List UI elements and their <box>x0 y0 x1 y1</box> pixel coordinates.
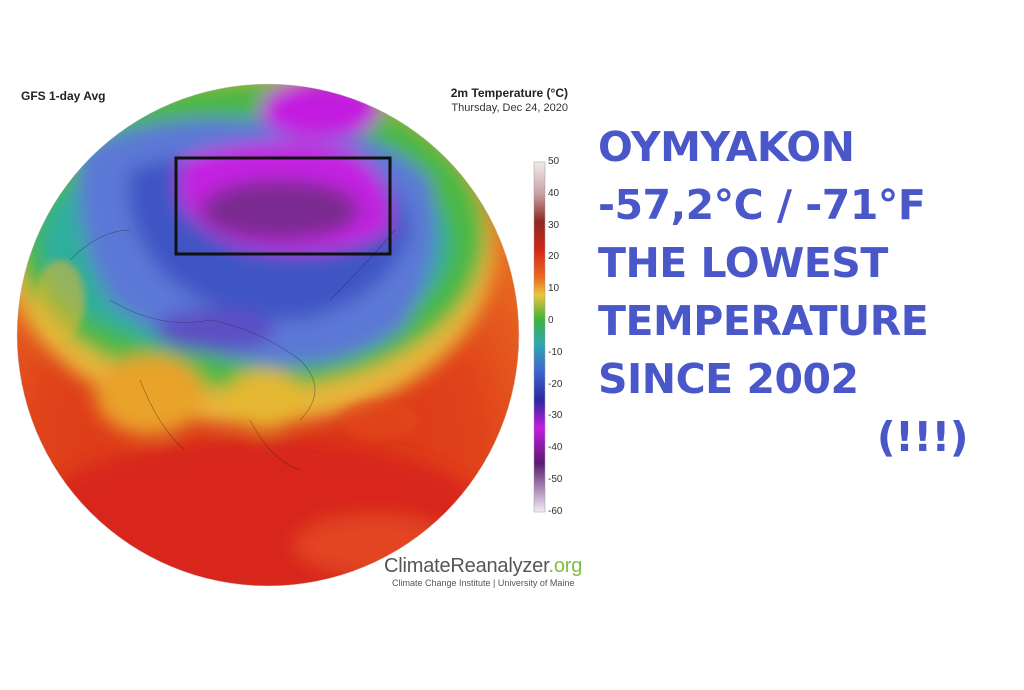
highlight-box <box>174 156 392 256</box>
headline: OYMYAKON -57,2°C / -71°F THE LOWEST TEMP… <box>598 118 1018 466</box>
map-panel: GFS 1-day Avg 2m Temperature (°C) Thursd… <box>16 83 583 588</box>
colorbar-tick: -10 <box>548 346 563 358</box>
brand-subtitle: Climate Change Institute | University of… <box>392 578 575 588</box>
colorbar <box>533 161 546 513</box>
colorbar-tick: -30 <box>548 410 563 422</box>
variable-title: 2m Temperature (°C) <box>450 86 568 100</box>
headline-line-4: TEMPERATURE <box>598 297 929 345</box>
colorbar-tick: 0 <box>548 315 554 326</box>
brand-logo: ClimateReanalyzer.org <box>384 555 583 577</box>
globe-map <box>16 83 546 587</box>
colorbar-tick: 30 <box>548 219 560 231</box>
headline-line-2: -57,2°C / -71°F <box>598 181 926 229</box>
colorbar-tick: -50 <box>548 474 563 485</box>
globe <box>17 84 519 586</box>
headline-line-3: THE LOWEST <box>598 239 888 287</box>
map-header: 2m Temperature (°C) Thursday, Dec 24, 20… <box>451 86 568 114</box>
colorbar-tick: 10 <box>548 283 560 295</box>
colorbar-tick: 40 <box>548 187 560 199</box>
colorbar-tick: 20 <box>548 251 560 263</box>
colorbar-tick: -60 <box>548 505 563 517</box>
colorbar-tick: -40 <box>548 442 563 454</box>
model-label: GFS 1-day Avg <box>21 89 106 103</box>
headline-line-6: (!!!) <box>876 413 969 461</box>
map-date: Thursday, Dec 24, 2020 <box>451 102 568 114</box>
colorbar-tick: -20 <box>548 378 563 390</box>
headline-line-1: OYMYAKON <box>598 123 855 171</box>
headline-line-5: SINCE 2002 <box>598 355 859 403</box>
colorbar-tick: 50 <box>548 156 560 167</box>
